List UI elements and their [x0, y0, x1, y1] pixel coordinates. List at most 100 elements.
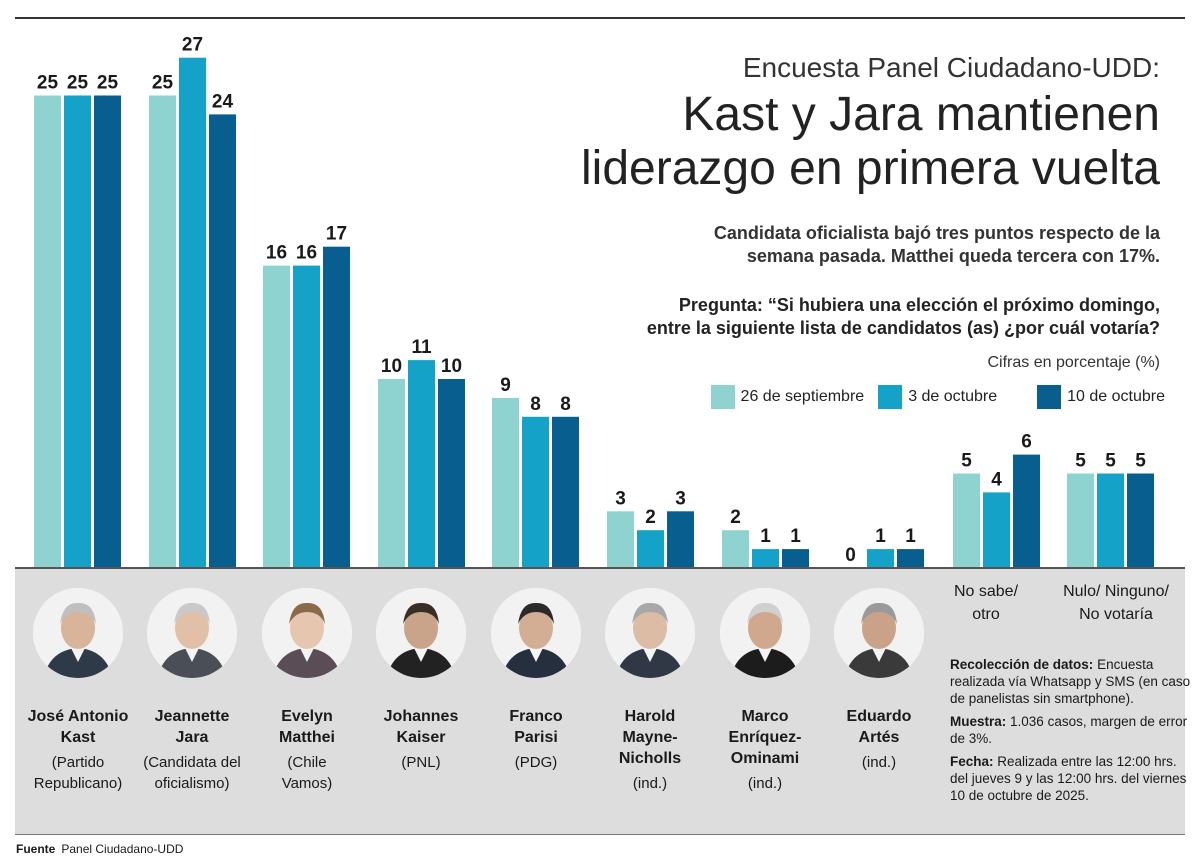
bar-eduardo-artes-series-3	[897, 549, 924, 568]
candidate-photo-matthei	[262, 588, 352, 678]
value-label-johannes-kaiser-series-3: 10	[441, 356, 462, 377]
candidate-party-kast: (Partido Republicano)	[22, 752, 134, 794]
candidate-party-parisi: (PDG)	[480, 752, 592, 773]
note-label-data-collection: Recolección de datos:	[950, 657, 1093, 672]
bar-evelyn-matthei-series-3	[323, 247, 350, 568]
value-label-evelyn-matthei-series-3: 17	[326, 224, 347, 245]
bar-marco-enriquez-ominami-series-2	[752, 549, 779, 568]
bar-jose-antonio-kast-series-1	[34, 96, 61, 569]
value-label-harold-mayne-nicholls-series-2: 2	[645, 507, 656, 528]
candidate-photo-jara	[147, 588, 237, 678]
bar-no-sabe-otro-series-2	[983, 492, 1010, 568]
candidate-party-kaiser: (PNL)	[365, 752, 477, 773]
value-label-no-sabe-otro-series-3: 6	[1021, 432, 1032, 453]
bar-johannes-kaiser-series-1	[378, 379, 405, 568]
bar-harold-mayne-nicholls-series-1	[607, 511, 634, 568]
value-label-evelyn-matthei-series-2: 16	[296, 243, 317, 264]
bar-harold-mayne-nicholls-series-2	[637, 530, 664, 568]
note-date: Fecha: Realizada entre las 12:00 hrs. de…	[950, 753, 1192, 804]
candidate-photo-kast	[33, 588, 123, 678]
candidate-name-mayne-nicholls: Harold Mayne- Nicholls	[594, 706, 706, 769]
question-line-1: Pregunta: “Si hubiera una elección el pr…	[647, 294, 1160, 317]
bar-jose-antonio-kast-series-3	[94, 96, 121, 569]
note-label-sample: Muestra:	[950, 714, 1006, 729]
survey-question: Pregunta: “Si hubiera una elección el pr…	[647, 294, 1160, 340]
candidate-card-kaiser: Johannes Kaiser (PNL)	[365, 588, 477, 773]
legend-item-series-3: 10 de octubre	[1037, 385, 1165, 409]
bar-jeannette-jara-series-2	[179, 58, 206, 568]
bar-franco-parisi-series-2	[522, 417, 549, 568]
portrait-silhouette	[605, 588, 695, 678]
portrait-silhouette	[491, 588, 581, 678]
value-label-nulo-ninguno-no-votaria-series-3: 5	[1135, 451, 1146, 472]
portrait-silhouette	[147, 588, 237, 678]
bar-no-sabe-otro-series-1	[953, 474, 980, 569]
candidate-card-jara: Jeannette Jara (Candidata del oficialism…	[136, 588, 248, 794]
value-label-franco-parisi-series-1: 9	[500, 375, 511, 396]
source-label: Fuente	[16, 842, 55, 856]
candidate-name-parisi: Franco Parisi	[480, 706, 592, 748]
bar-nulo-ninguno-no-votaria-series-1	[1067, 474, 1094, 569]
legend-swatch-series-3	[1037, 385, 1061, 409]
value-label-johannes-kaiser-series-1: 10	[381, 356, 402, 377]
candidate-photo-kaiser	[376, 588, 466, 678]
bar-franco-parisi-series-3	[552, 417, 579, 568]
legend-label-series-1: 26 de septiembre	[741, 388, 865, 406]
portrait-silhouette	[720, 588, 810, 678]
value-label-jose-antonio-kast-series-3: 25	[97, 73, 119, 94]
legend-label-series-2: 3 de octubre	[908, 388, 997, 406]
candidate-card-enriquez-ominami: Marco Enríquez- Ominami (ind.)	[709, 588, 821, 794]
category-label-nulo: Nulo/ Ninguno/ No votaría	[1056, 580, 1176, 626]
bar-jeannette-jara-series-3	[209, 114, 236, 568]
title-line-2: liderazgo en primera vuelta	[581, 142, 1160, 196]
candidate-party-mayne-nicholls: (ind.)	[594, 773, 706, 794]
portrait-silhouette	[262, 588, 352, 678]
candidate-card-parisi: Franco Parisi (PDG)	[480, 588, 592, 773]
footer-rule	[15, 834, 1185, 835]
note-sample: Muestra: 1.036 casos, margen de error de…	[950, 713, 1192, 747]
chart-title: Kast y Jara mantienen liderazgo en prime…	[581, 88, 1160, 196]
portrait-silhouette	[33, 588, 123, 678]
candidate-name-artes: Eduardo Artés	[823, 706, 935, 748]
category-label-no-sabe: No sabe/ otro	[936, 580, 1036, 626]
baseline-rule	[15, 567, 1185, 569]
bar-johannes-kaiser-series-3	[438, 379, 465, 568]
bar-nulo-ninguno-no-votaria-series-3	[1127, 474, 1154, 569]
source-text: Panel Ciudadano-UDD	[61, 842, 183, 856]
value-label-franco-parisi-series-2: 8	[530, 394, 541, 415]
portrait-silhouette	[834, 588, 924, 678]
candidate-party-enriquez-ominami: (ind.)	[709, 773, 821, 794]
bar-evelyn-matthei-series-2	[293, 266, 320, 568]
value-label-no-sabe-otro-series-1: 5	[961, 451, 972, 472]
candidate-card-matthei: Evelyn Matthei (Chile Vamos)	[251, 588, 363, 794]
portrait-silhouette	[376, 588, 466, 678]
unit-note: Cifras en porcentaje (%)	[987, 354, 1160, 372]
legend-swatch-series-2	[878, 385, 902, 409]
value-label-jeannette-jara-series-2: 27	[182, 35, 203, 56]
bar-nulo-ninguno-no-votaria-series-2	[1097, 474, 1124, 569]
bar-johannes-kaiser-series-2	[408, 360, 435, 568]
value-label-marco-enriquez-ominami-series-1: 2	[730, 507, 741, 528]
value-label-jeannette-jara-series-1: 25	[152, 73, 174, 94]
candidate-name-jara: Jeannette Jara	[136, 706, 248, 748]
title-line-1: Kast y Jara mantienen	[581, 88, 1160, 142]
bar-jeannette-jara-series-1	[149, 96, 176, 569]
value-label-johannes-kaiser-series-2: 11	[411, 337, 432, 358]
candidate-card-kast: José Antonio Kast (Partido Republicano)	[22, 588, 134, 794]
value-label-jeannette-jara-series-3: 24	[212, 91, 234, 112]
legend-item-series-1: 26 de septiembre	[711, 385, 865, 409]
subtitle-line-1: Candidata oficialista bajó tres puntos r…	[714, 222, 1160, 245]
candidate-photo-enriquez-ominami	[720, 588, 810, 678]
chart-subtitle: Candidata oficialista bajó tres puntos r…	[714, 222, 1160, 268]
subtitle-line-2: semana pasada. Matthei queda tercera con…	[714, 245, 1160, 268]
methodology-notes: Recolección de datos: Encuesta realizada…	[950, 656, 1192, 810]
value-label-jose-antonio-kast-series-2: 25	[67, 73, 89, 94]
bar-jose-antonio-kast-series-2	[64, 96, 91, 569]
bar-eduardo-artes-series-2	[867, 549, 894, 568]
note-data-collection: Recolección de datos: Encuesta realizada…	[950, 656, 1192, 707]
candidate-photo-parisi	[491, 588, 581, 678]
value-label-franco-parisi-series-3: 8	[560, 394, 571, 415]
candidate-name-enriquez-ominami: Marco Enríquez- Ominami	[709, 706, 821, 769]
bar-evelyn-matthei-series-1	[263, 266, 290, 568]
